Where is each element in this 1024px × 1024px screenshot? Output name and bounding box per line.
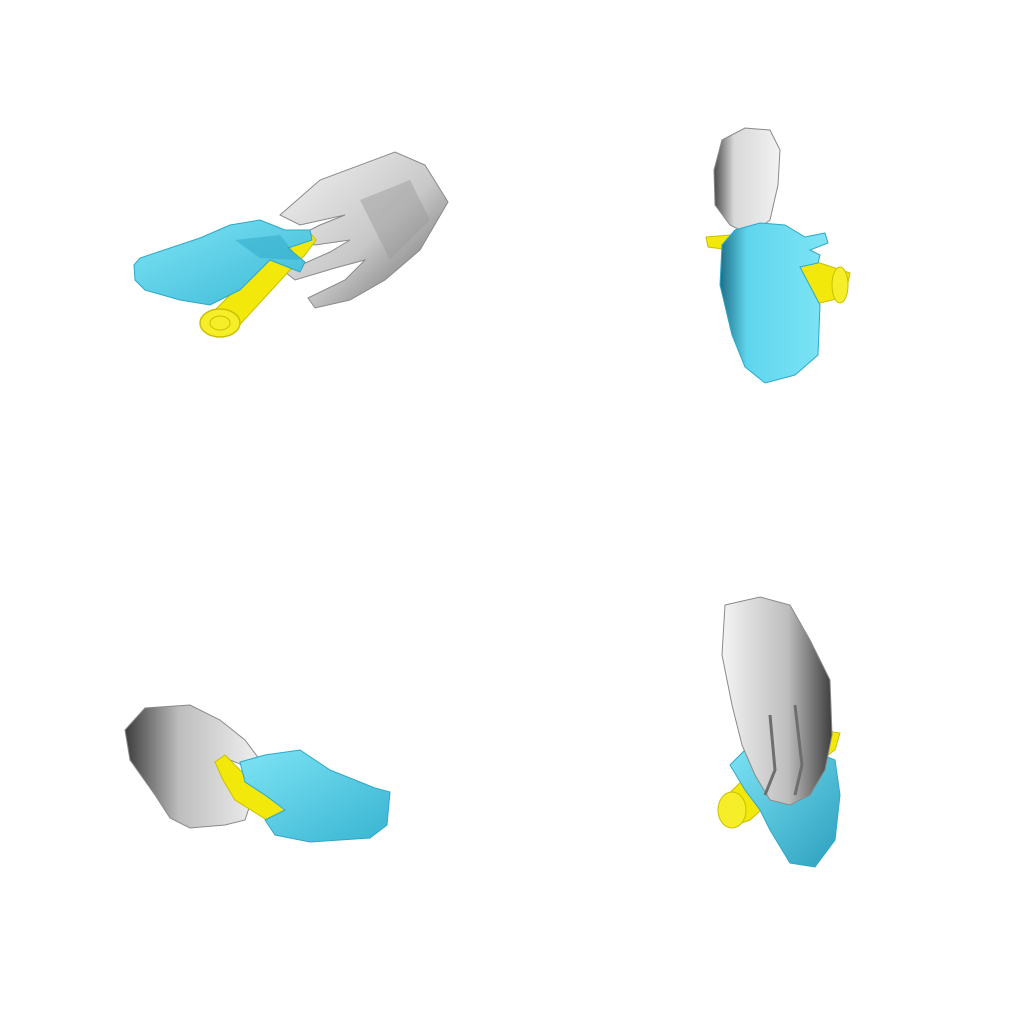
receiver-hand <box>719 222 829 384</box>
handover-view-bottom-left <box>124 704 391 843</box>
giver-hand <box>713 127 781 236</box>
handover-view-bottom-right <box>717 596 841 868</box>
receiver-hand <box>239 749 391 843</box>
receiver-hand <box>133 219 313 306</box>
handover-view-top-left <box>133 151 449 338</box>
giver-hand <box>124 704 261 829</box>
handover-view-top-right <box>705 127 851 384</box>
giver-hand <box>721 596 833 806</box>
